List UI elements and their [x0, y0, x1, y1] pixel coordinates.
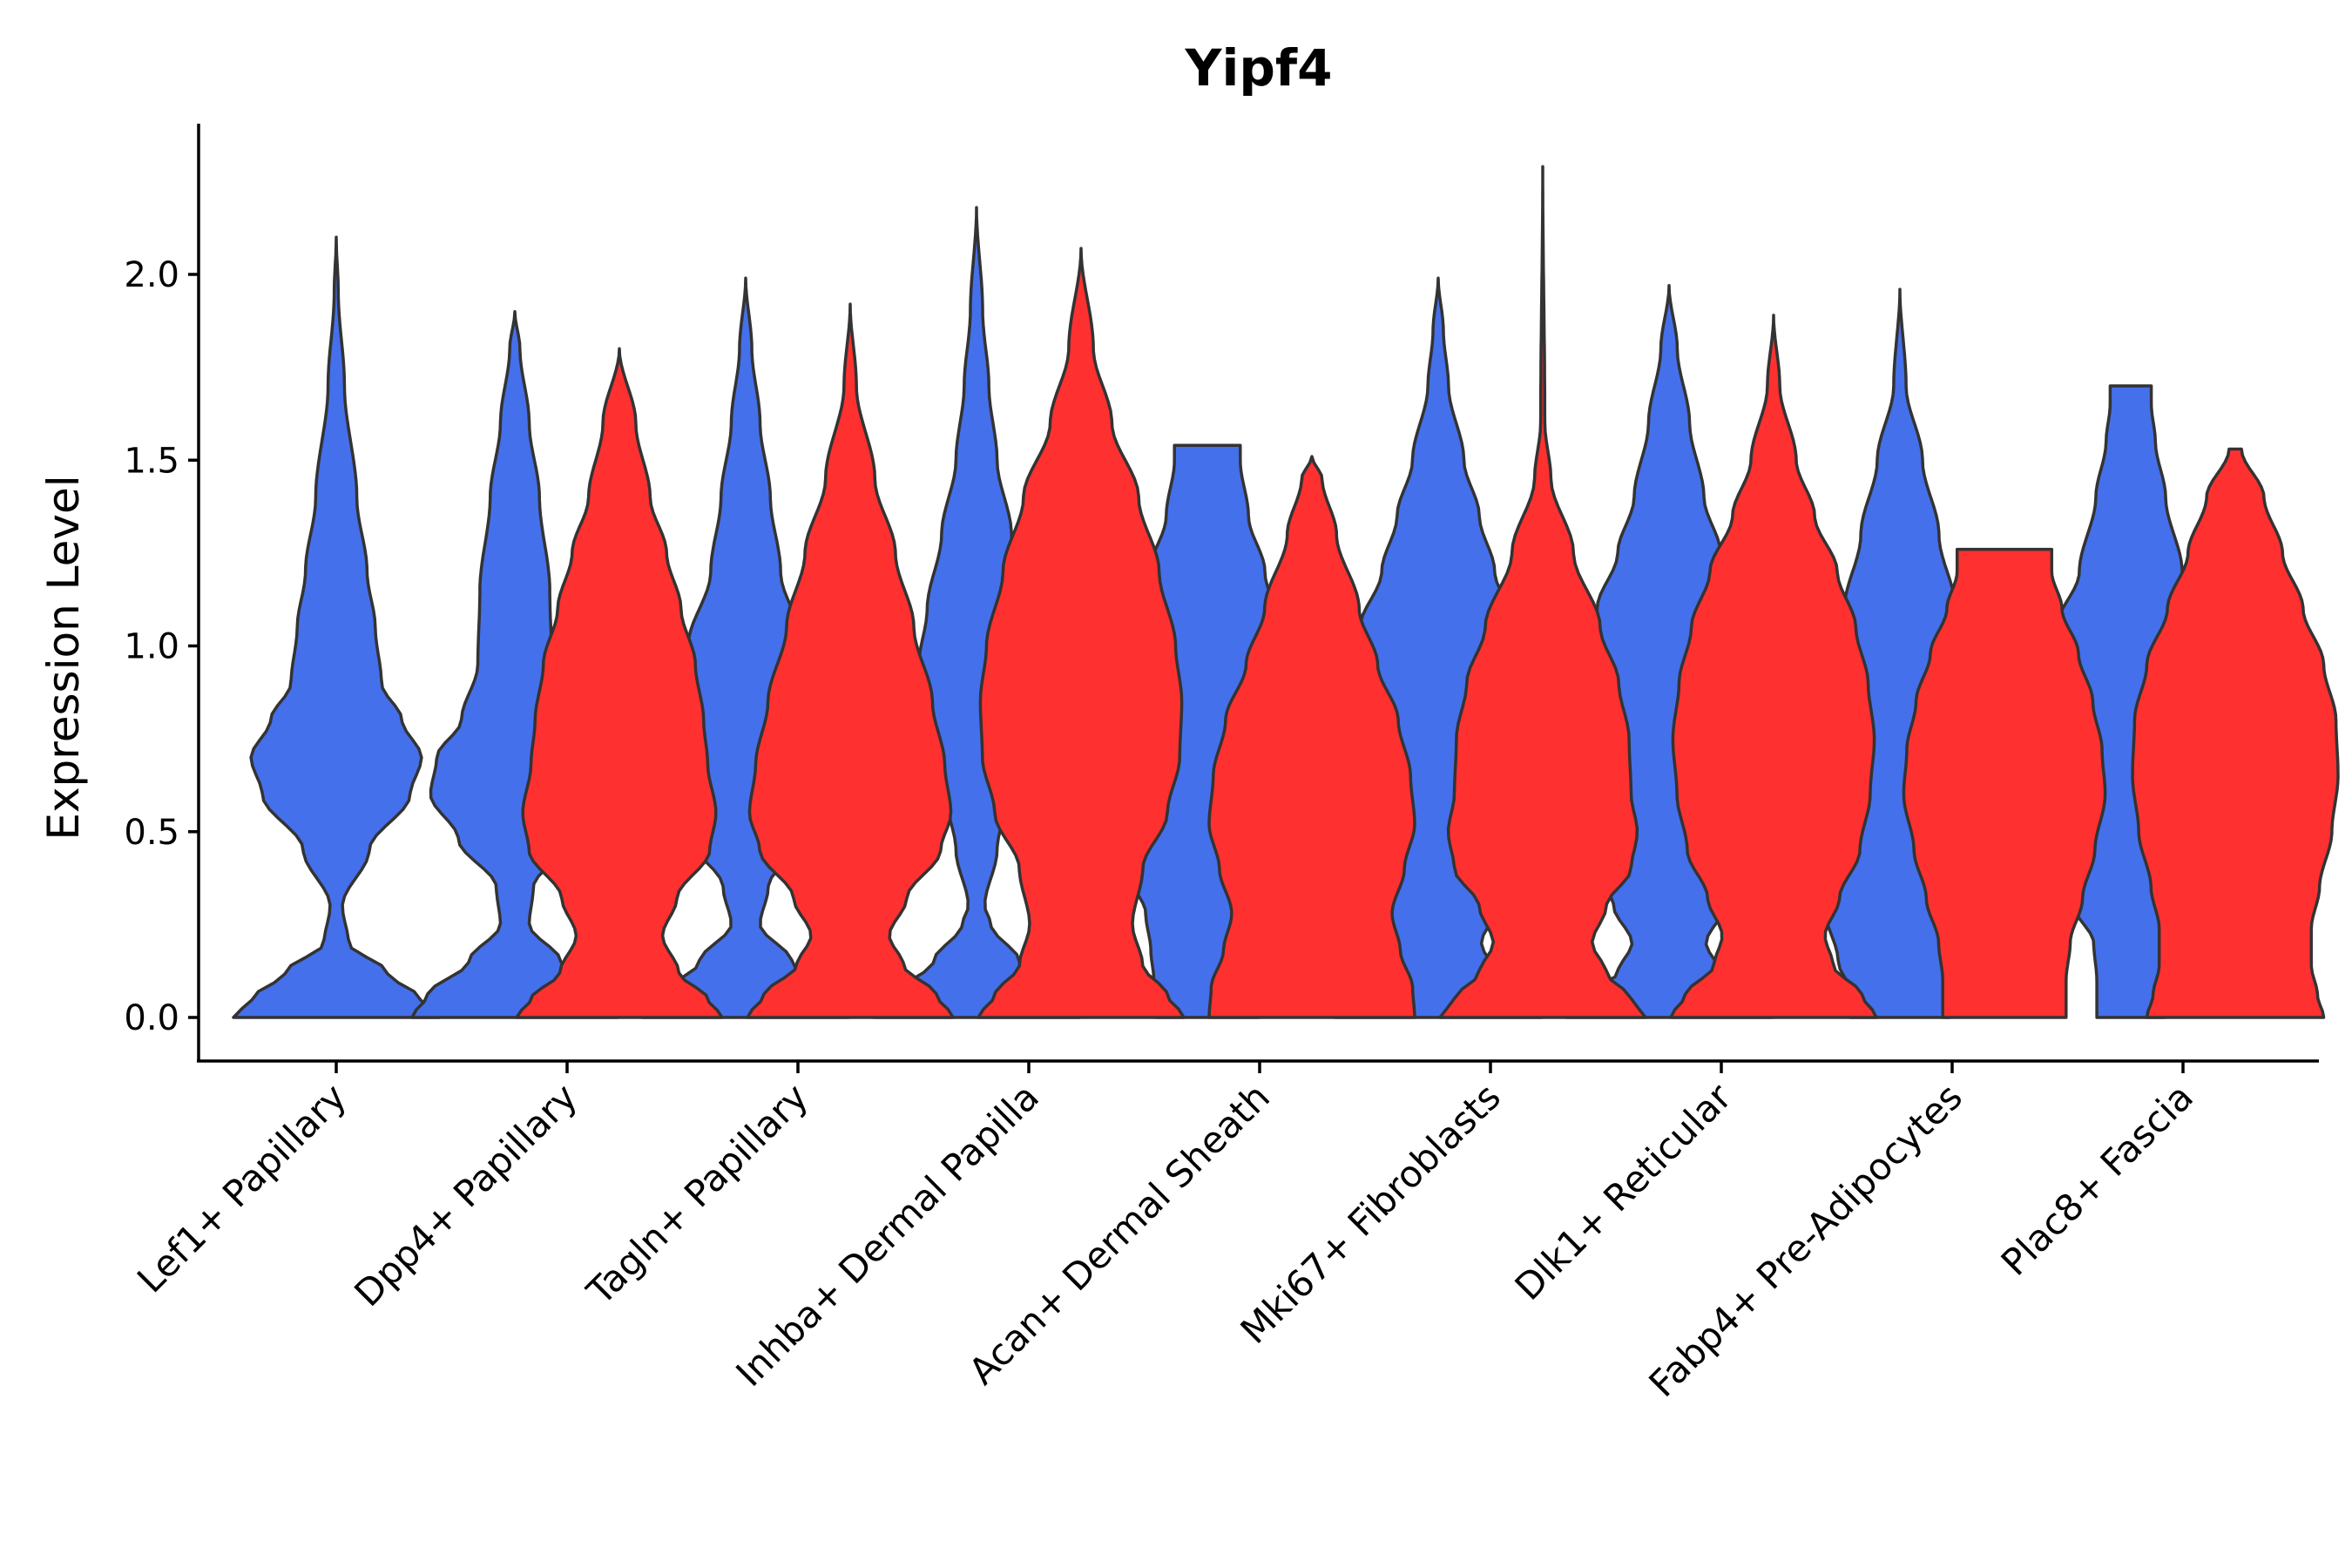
y-tick-label: 1.5 — [124, 441, 179, 481]
y-tick-label: 1.0 — [124, 627, 179, 667]
violin-mki67-fibroblasts-group-2 — [1438, 165, 1647, 1019]
x-tick-label-dlk1-reticular: Dlk1+ Reticular — [1507, 1075, 1740, 1308]
x-tick-label-lef1-papillary: Lef1+ Papillary — [129, 1075, 355, 1301]
y-ticks-layer: 0.0 0.5 1.0 1.5 2.0 — [124, 255, 199, 1038]
violin-dlk1-reticular-group-2 — [1669, 314, 1878, 1019]
violin-dpp4-papillary-group-2 — [515, 347, 724, 1019]
violin-lef1-papillary-group-1 — [232, 235, 441, 1019]
violin-plac8-fascia-group-2 — [2131, 447, 2340, 1019]
y-tick-label: 0.5 — [124, 813, 179, 853]
x-tick-label-dpp4-papillary: Dpp4+ Papillary — [346, 1075, 585, 1315]
chart-title: Yipf4 — [1185, 38, 1333, 98]
violin-tagln-papillary-group-2 — [746, 302, 955, 1019]
violin-fabp4-pre-adipocytes-group-2 — [1902, 547, 2107, 1019]
violin-inhba-dermal-papilla-group-2 — [977, 247, 1186, 1019]
y-axis-label: Expression Level — [38, 475, 89, 840]
violin-acan-dermal-sheath-group-2 — [1207, 455, 1416, 1019]
y-tick-label: 0.0 — [124, 998, 179, 1038]
x-tick-label-plac8-fascia: Plac8+ Fascia — [1993, 1075, 2201, 1283]
y-tick-label: 2.0 — [124, 255, 179, 295]
x-tick-label-tagln-papillary: Tagln+ Papillary — [578, 1075, 816, 1313]
x-tick-label-mki67-fibroblasts: Mki67+ Fibroblasts — [1233, 1075, 1509, 1351]
violins-layer — [232, 165, 2340, 1019]
